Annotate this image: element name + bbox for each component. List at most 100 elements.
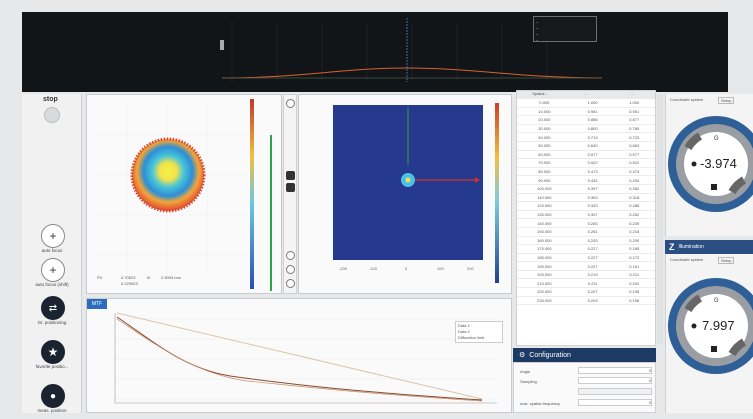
config-label: Sampling — [520, 379, 537, 384]
svg-text:100: 100 — [437, 266, 444, 271]
table-row[interactable]: 210.000 0.211 0.202 — [517, 278, 655, 289]
mtf-chart-panel: MTF Data 1 Data 2 Diffraction limit — [86, 298, 512, 413]
table-cell: 100.000 — [517, 184, 572, 194]
table-header: Spatial... ... ... — [517, 91, 655, 99]
svg-text:200: 200 — [467, 266, 474, 271]
table-row[interactable]: 230.000 0.203 0.196 — [517, 296, 655, 306]
svg-text:G: G — [714, 136, 719, 142]
positioning-button[interactable]: ⇄ — [41, 296, 65, 320]
table-row[interactable]: 110.000 0.363 0.318 — [517, 193, 655, 203]
tab-mtf[interactable]: MTF — [87, 299, 107, 309]
table-cell: 110.000 — [517, 193, 572, 203]
favorite-position-label: favorite positio... — [35, 364, 69, 369]
angle-input[interactable]: 0 — [578, 367, 652, 374]
table-cell: 230.000 — [517, 296, 572, 306]
table-row[interactable]: 40.000 0.713 0.723 — [517, 132, 655, 142]
table-cell: 10.000 — [517, 107, 572, 117]
table-row[interactable]: 20.000 0.856 0.877 — [517, 115, 655, 125]
tool-button[interactable] — [286, 183, 295, 192]
readout-extra-value: 0.229923 — [121, 281, 138, 286]
table-row[interactable]: 180.000 0.227 0.172 — [517, 253, 655, 263]
table-row[interactable]: 160.000 0.243 0.200 — [517, 236, 655, 246]
table-cell: 170.000 — [517, 244, 572, 254]
table-cell: 40.000 — [517, 132, 572, 142]
stop-button[interactable] — [44, 107, 60, 123]
table-row[interactable]: 190.000 0.227 0.161 — [517, 261, 655, 271]
top-legend-entry: _ — [536, 31, 538, 35]
table-cell: 0.196 — [613, 296, 655, 306]
gauge-value-z: 7.997 — [702, 318, 735, 333]
table-cell: 0.333 — [571, 201, 614, 211]
table-cell: 0.219 — [571, 270, 614, 280]
table-cell: 30.000 — [517, 124, 572, 134]
table-scrollbar[interactable] — [657, 94, 663, 344]
table-cell: 70.000 — [517, 158, 572, 168]
table-cell: 0.473 — [571, 167, 614, 177]
table-row[interactable]: 70.000 0.522 0.522 — [517, 158, 655, 168]
table-row[interactable]: 0.000 1.000 1.000 — [517, 99, 655, 108]
table-cell: 0.318 — [613, 193, 655, 203]
legend-entry: Data 2 — [458, 329, 470, 334]
table-cell: 1.000 — [571, 99, 614, 108]
gauge-dial-x[interactable]: G — [666, 106, 753, 234]
auto-focus-shift-button[interactable]: + — [41, 258, 65, 282]
measure-position-button[interactable]: ● — [41, 384, 65, 408]
table-cell: 160.000 — [517, 236, 572, 246]
table-cell: 80.000 — [517, 167, 572, 177]
pin-icon: ● — [41, 384, 65, 408]
table-row[interactable]: 50.000 0.640 0.663 — [517, 141, 655, 151]
table-row[interactable]: 170.000 0.227 0.185 — [517, 244, 655, 254]
wavefront-map — [97, 99, 272, 291]
config-label: Angle — [520, 369, 531, 374]
table-cell: 0.473 — [613, 167, 655, 177]
table-row[interactable]: 120.000 0.333 0.288 — [517, 201, 655, 211]
table-row[interactable]: 80.000 0.473 0.473 — [517, 167, 655, 177]
favorite-position-button[interactable]: ★ — [41, 340, 65, 364]
gauge-dial-z[interactable]: G — [666, 266, 753, 406]
table-cell: 0.877 — [613, 115, 655, 125]
setup-button[interactable]: Setup — [718, 257, 735, 264]
sampling-input[interactable]: 0 — [578, 377, 652, 384]
table-cell: 0.200 — [613, 236, 655, 246]
table-header-cell: ... — [630, 91, 634, 96]
settings-icon: ⚙ — [519, 352, 526, 359]
table-row[interactable]: 100.000 0.397 0.352 — [517, 184, 655, 194]
table-row[interactable]: 10.000 0.951 0.951 — [517, 107, 655, 117]
gauge-panel-z: Coordinate system Setup G 7.997 — [665, 254, 753, 413]
tool-button[interactable] — [286, 99, 295, 108]
table-header-cell: ... — [584, 91, 588, 96]
table-cell: 60.000 — [517, 150, 572, 160]
table-row[interactable]: 130.000 0.307 0.262 — [517, 210, 655, 220]
table-row[interactable]: 90.000 0.434 0.434 — [517, 175, 655, 185]
table-cell: 1.000 — [613, 99, 655, 108]
tool-button[interactable] — [286, 265, 295, 274]
table-cell: 0.211 — [571, 278, 614, 289]
config-label: max. spatial frequency — [520, 401, 561, 406]
auto-focus-button[interactable]: + — [41, 224, 65, 248]
table-row[interactable]: 30.000 0.800 0.785 — [517, 124, 655, 134]
table-row[interactable]: 150.000 0.261 0.218 — [517, 227, 655, 237]
table-cell: 140.000 — [517, 218, 572, 228]
svg-text:G: G — [714, 298, 719, 304]
table-cell: 0.640 — [571, 141, 614, 151]
table-row[interactable]: 220.000 0.207 0.198 — [517, 287, 655, 297]
table-cell: 90.000 — [517, 175, 572, 185]
top-profile-panel: _ _ _ _ — [22, 12, 728, 92]
tool-button[interactable] — [286, 171, 295, 180]
tool-button[interactable] — [286, 251, 295, 260]
table-cell: 130.000 — [517, 210, 572, 220]
wavefront-map-panel: PV 0.70823 I0 2.9003 mm 0.229923 — [86, 94, 282, 294]
readout-i0-value: 2.9003 mm — [161, 275, 182, 280]
table-row[interactable]: 200.000 0.219 0.211 — [517, 270, 655, 280]
table-row[interactable]: 140.000 0.283 0.239 — [517, 218, 655, 228]
table-cell: 0.283 — [571, 218, 614, 228]
mtf-legend: Data 1 Data 2 Diffraction limit — [455, 321, 503, 343]
setup-button[interactable]: Setup — [718, 97, 735, 104]
configuration-panel: Angle 0 Sampling 0 Autoscale spatial fre… — [513, 362, 656, 413]
stop-label: stop — [43, 96, 58, 103]
autoscale-button[interactable]: Autoscale spatial frequency — [578, 388, 652, 403]
tool-button[interactable] — [286, 279, 295, 288]
max-frequency-input[interactable]: 0 — [578, 399, 652, 406]
table-row[interactable]: 60.000 0.577 0.577 — [517, 150, 655, 160]
coordinate-system-label: Coordinate system — [670, 97, 704, 102]
